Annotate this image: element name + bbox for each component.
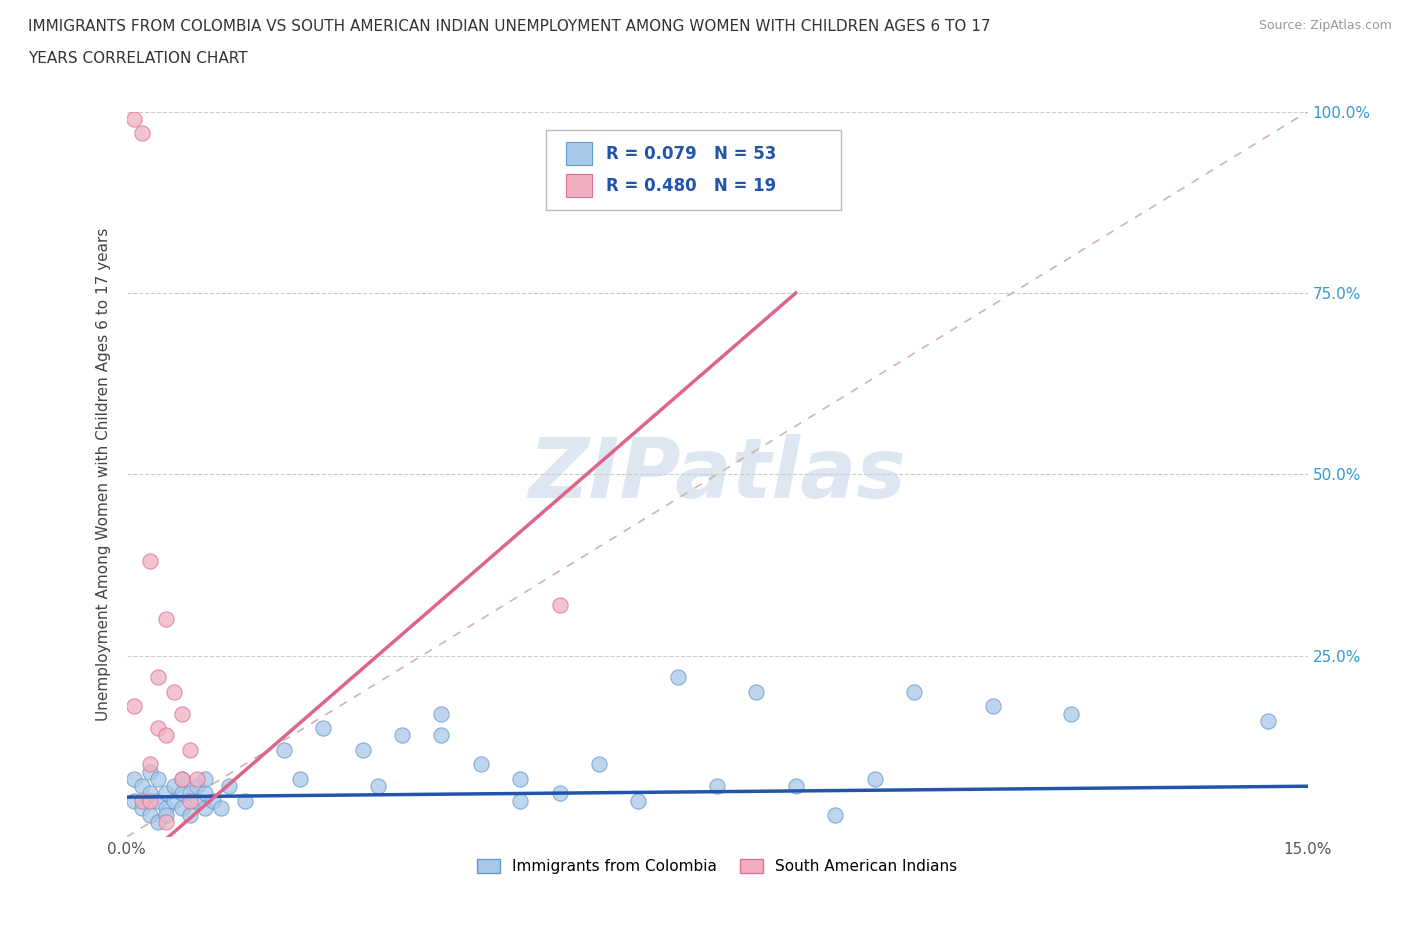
Point (155, 786, 177, 801)
Point (146, 793, 169, 808)
Point (863, 772, 886, 787)
Point (367, 778, 389, 793)
Point (312, 721, 335, 736)
Point (131, 778, 153, 793)
FancyBboxPatch shape (546, 130, 841, 209)
Point (170, 772, 193, 787)
Point (155, 808, 177, 823)
Point (548, 597, 571, 612)
Point (430, 706, 453, 721)
Point (170, 786, 193, 801)
Point (186, 772, 208, 787)
Point (139, 757, 162, 772)
Point (627, 793, 650, 808)
Text: IMMIGRANTS FROM COLOMBIA VS SOUTH AMERICAN INDIAN UNEMPLOYMENT AMONG WOMEN WITH : IMMIGRANTS FROM COLOMBIA VS SOUTH AMERIC… (28, 19, 991, 33)
Point (509, 793, 531, 808)
Point (179, 786, 201, 801)
FancyBboxPatch shape (565, 142, 592, 166)
Point (186, 793, 208, 808)
Point (124, 699, 146, 714)
Point (146, 721, 169, 736)
Text: YEARS CORRELATION CHART: YEARS CORRELATION CHART (28, 51, 247, 66)
Point (146, 815, 169, 830)
Point (233, 793, 256, 808)
Point (124, 793, 146, 808)
Point (155, 612, 177, 627)
Point (155, 801, 177, 816)
Point (745, 684, 768, 699)
Point (785, 778, 807, 793)
Point (352, 742, 374, 757)
Point (186, 778, 208, 793)
FancyBboxPatch shape (565, 174, 592, 197)
Point (155, 728, 177, 743)
Point (124, 772, 146, 787)
Point (139, 786, 162, 801)
Point (548, 786, 571, 801)
Point (430, 728, 453, 743)
Point (179, 793, 201, 808)
Text: Source: ZipAtlas.com: Source: ZipAtlas.com (1258, 19, 1392, 32)
Point (139, 793, 162, 808)
Point (139, 554, 162, 569)
Point (273, 742, 295, 757)
Point (509, 772, 531, 787)
Point (146, 670, 169, 684)
Point (139, 808, 162, 823)
Point (209, 801, 232, 816)
Point (824, 808, 846, 823)
Point (588, 757, 610, 772)
Text: R = 0.480   N = 19: R = 0.480 N = 19 (606, 177, 776, 194)
Point (139, 764, 162, 779)
Point (1257, 713, 1279, 728)
Point (288, 772, 311, 787)
Y-axis label: Unemployment Among Women with Children Ages 6 to 17 years: Unemployment Among Women with Children A… (96, 228, 111, 721)
Point (981, 699, 1004, 714)
Point (163, 793, 186, 808)
Point (163, 684, 186, 699)
Text: ZIPatlas: ZIPatlas (529, 433, 905, 515)
Point (194, 772, 217, 787)
Point (470, 757, 492, 772)
Point (666, 670, 689, 684)
Point (179, 742, 201, 757)
Point (131, 793, 153, 808)
Point (194, 786, 217, 801)
Point (155, 815, 177, 830)
Text: R = 0.079   N = 53: R = 0.079 N = 53 (606, 145, 776, 163)
Point (131, 801, 153, 816)
Point (179, 808, 201, 823)
Point (202, 793, 225, 808)
Point (146, 772, 169, 787)
Point (218, 778, 240, 793)
Legend: Immigrants from Colombia, South American Indians: Immigrants from Colombia, South American… (471, 853, 963, 880)
Point (706, 778, 728, 793)
Point (170, 801, 193, 816)
Point (170, 772, 193, 787)
Point (1060, 706, 1083, 721)
Point (170, 706, 193, 721)
Point (391, 728, 413, 743)
Point (903, 684, 925, 699)
Point (124, 112, 146, 126)
Point (163, 778, 186, 793)
Point (131, 126, 153, 140)
Point (194, 801, 217, 816)
